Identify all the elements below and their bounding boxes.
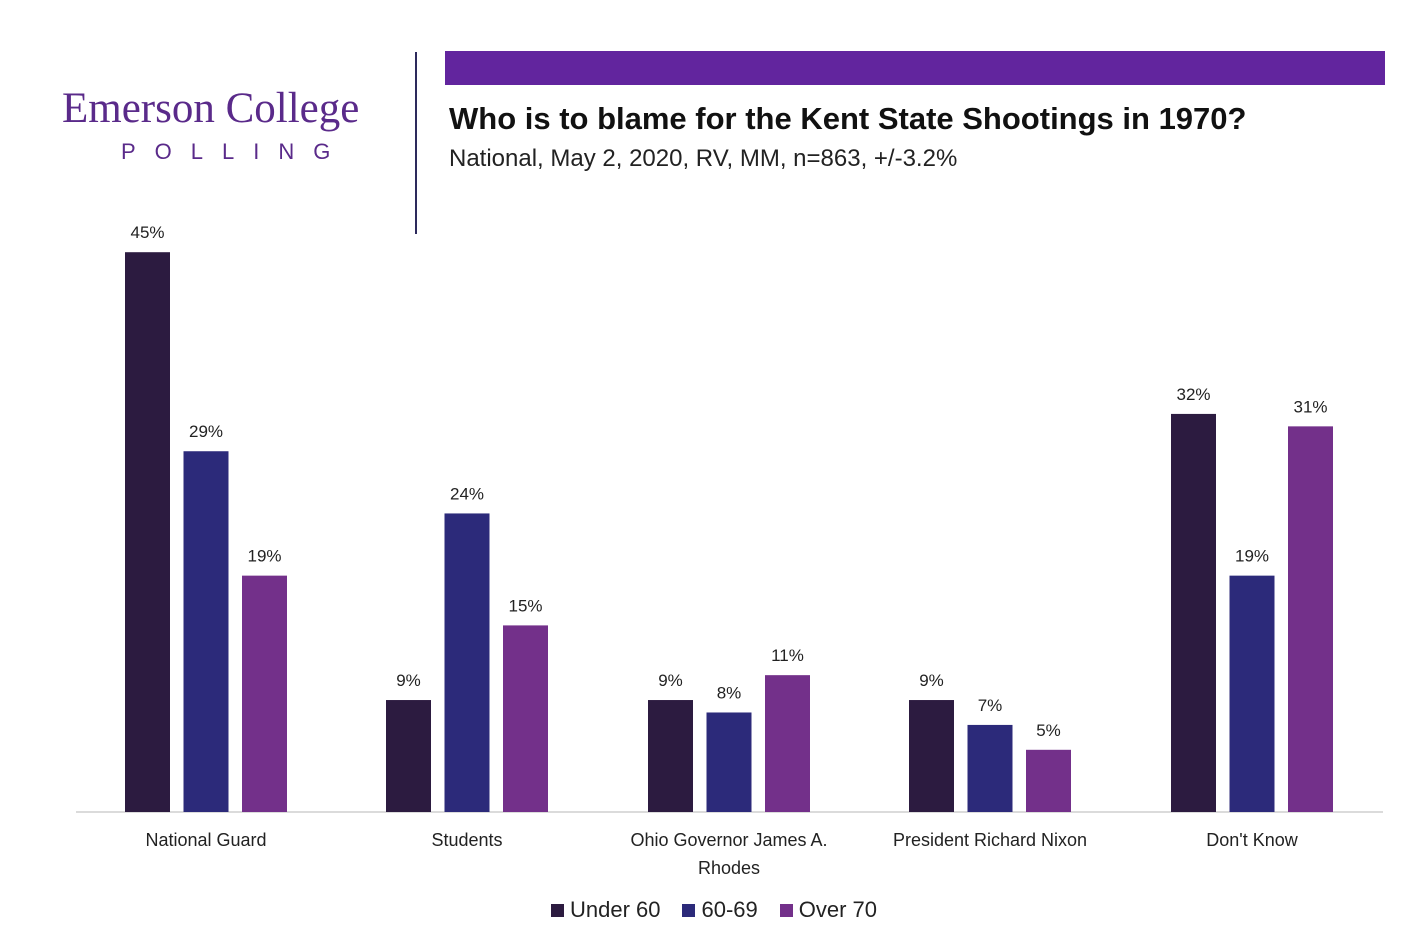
data-label-2-1: 8%: [717, 683, 742, 702]
bar-1-1: [444, 513, 490, 812]
data-label-0-1: 29%: [189, 422, 223, 441]
data-label-4-2: 31%: [1293, 397, 1327, 416]
bar-3-1: [967, 724, 1013, 812]
data-label-4-1: 19%: [1235, 547, 1269, 566]
data-label-3-2: 5%: [1036, 721, 1061, 740]
bar-1-0: [386, 700, 431, 812]
chart-title: Who is to blame for the Kent State Shoot…: [449, 101, 1247, 136]
category-label-2-1: Rhodes: [698, 858, 760, 878]
data-label-4-0: 32%: [1176, 385, 1210, 404]
category-label-1-0: Students: [431, 830, 502, 850]
accent-bar: [445, 51, 1385, 85]
data-label-0-0: 45%: [130, 223, 164, 242]
data-label-1-1: 24%: [450, 484, 484, 503]
bar-0-1: [183, 451, 229, 812]
category-label-0-0: National Guard: [145, 830, 266, 850]
category-label-3-0: President Richard Nixon: [893, 830, 1087, 850]
legend-label-under-60: Under 60: [569, 897, 661, 922]
legend-item-60-69: 60-69: [682, 897, 758, 923]
bar-0-2: [242, 575, 287, 812]
data-label-0-2: 19%: [247, 547, 281, 566]
bar-4-2: [1288, 426, 1333, 812]
data-label-1-0: 9%: [396, 671, 421, 690]
legend-swatch-60-69: [682, 903, 696, 917]
data-label-3-1: 7%: [978, 696, 1003, 715]
data-label-2-0: 9%: [658, 671, 683, 690]
header-divider: [415, 52, 417, 234]
category-label-2-0: Ohio Governor James A.: [630, 830, 827, 850]
logo-name: Emerson College: [62, 85, 360, 132]
bar-2-2: [765, 675, 810, 812]
legend-item-under-60: Under 60: [550, 897, 661, 923]
chart-legend: Under 60 60-69 Over 70: [0, 897, 1428, 923]
bar-4-1: [1229, 575, 1275, 812]
bar-3-2: [1026, 749, 1071, 812]
bar-2-1: [706, 712, 752, 812]
data-label-3-0: 9%: [919, 671, 944, 690]
data-label-1-2: 15%: [508, 596, 542, 615]
bar-2-0: [648, 700, 693, 812]
logo-tagline: POLLING: [121, 139, 350, 164]
category-label-4-0: Don't Know: [1206, 830, 1298, 850]
legend-item-over-70: Over 70: [779, 897, 878, 923]
chart-subtitle: National, May 2, 2020, RV, MM, n=863, +/…: [449, 145, 958, 172]
bar-3-0: [909, 700, 954, 812]
bar-4-0: [1171, 413, 1216, 812]
legend-swatch-under-60: [550, 903, 564, 917]
legend-swatch-over-70: [779, 903, 793, 917]
bar-0-0: [125, 252, 170, 812]
bar-1-2: [503, 625, 548, 812]
data-label-2-2: 11%: [771, 646, 804, 665]
legend-label-over-70: Over 70: [798, 897, 878, 922]
legend-label-60-69: 60-69: [701, 897, 758, 922]
